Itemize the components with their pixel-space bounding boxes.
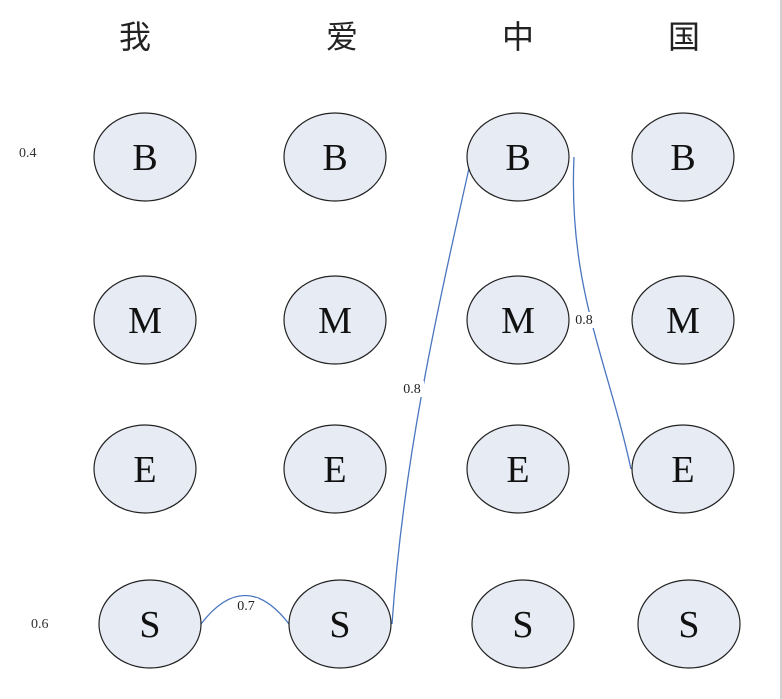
- state-node-label: S: [512, 604, 533, 646]
- initial-prob-s: 0.6: [31, 617, 49, 632]
- state-node-label: M: [318, 300, 352, 342]
- state-node-label: B: [670, 137, 695, 179]
- state-node-label: S: [329, 604, 350, 646]
- state-node-s: [637, 579, 741, 669]
- state-node-e: [466, 424, 570, 514]
- state-node-label: S: [139, 604, 160, 646]
- edge-prob-label: 0.7: [237, 599, 255, 614]
- state-node-label: B: [322, 137, 347, 179]
- state-node-b: [283, 112, 387, 202]
- state-node-label: M: [501, 300, 535, 342]
- state-node-e: [283, 424, 387, 514]
- initial-prob-b: 0.4: [19, 146, 37, 161]
- state-node-m: [631, 275, 735, 365]
- state-node-s: [98, 579, 202, 669]
- state-node-m: [466, 275, 570, 365]
- state-node-s: [471, 579, 575, 669]
- header-char-ai: 爱: [325, 18, 359, 56]
- state-node-b: [93, 112, 197, 202]
- edge-label-bg: [572, 312, 596, 328]
- state-node-label: M: [666, 300, 700, 342]
- state-node-label: E: [506, 449, 529, 491]
- edge-prob-label: 0.8: [575, 313, 593, 328]
- state-node-e: [631, 424, 735, 514]
- state-node-m: [93, 275, 197, 365]
- header-char-zhong: 中: [501, 18, 535, 56]
- state-node-label: E: [323, 449, 346, 491]
- state-node-label: E: [671, 449, 694, 491]
- transition-edge: [200, 594, 290, 625]
- edge-label-bg: [234, 598, 258, 614]
- state-node-s: [288, 579, 392, 669]
- header-char-wo: 我: [118, 18, 152, 56]
- state-node-label: B: [505, 137, 530, 179]
- header-char-guo: 国: [667, 18, 701, 56]
- edge-prob-label: 0.8: [403, 382, 421, 397]
- state-node-label: M: [128, 300, 162, 342]
- state-node-label: E: [133, 449, 156, 491]
- state-node-label: B: [132, 137, 157, 179]
- right-border: [780, 0, 782, 699]
- state-node-b: [466, 112, 570, 202]
- state-node-b: [631, 112, 735, 202]
- edge-label-bg: [400, 381, 424, 397]
- state-node-m: [283, 275, 387, 365]
- state-node-e: [93, 424, 197, 514]
- state-node-label: S: [678, 604, 699, 646]
